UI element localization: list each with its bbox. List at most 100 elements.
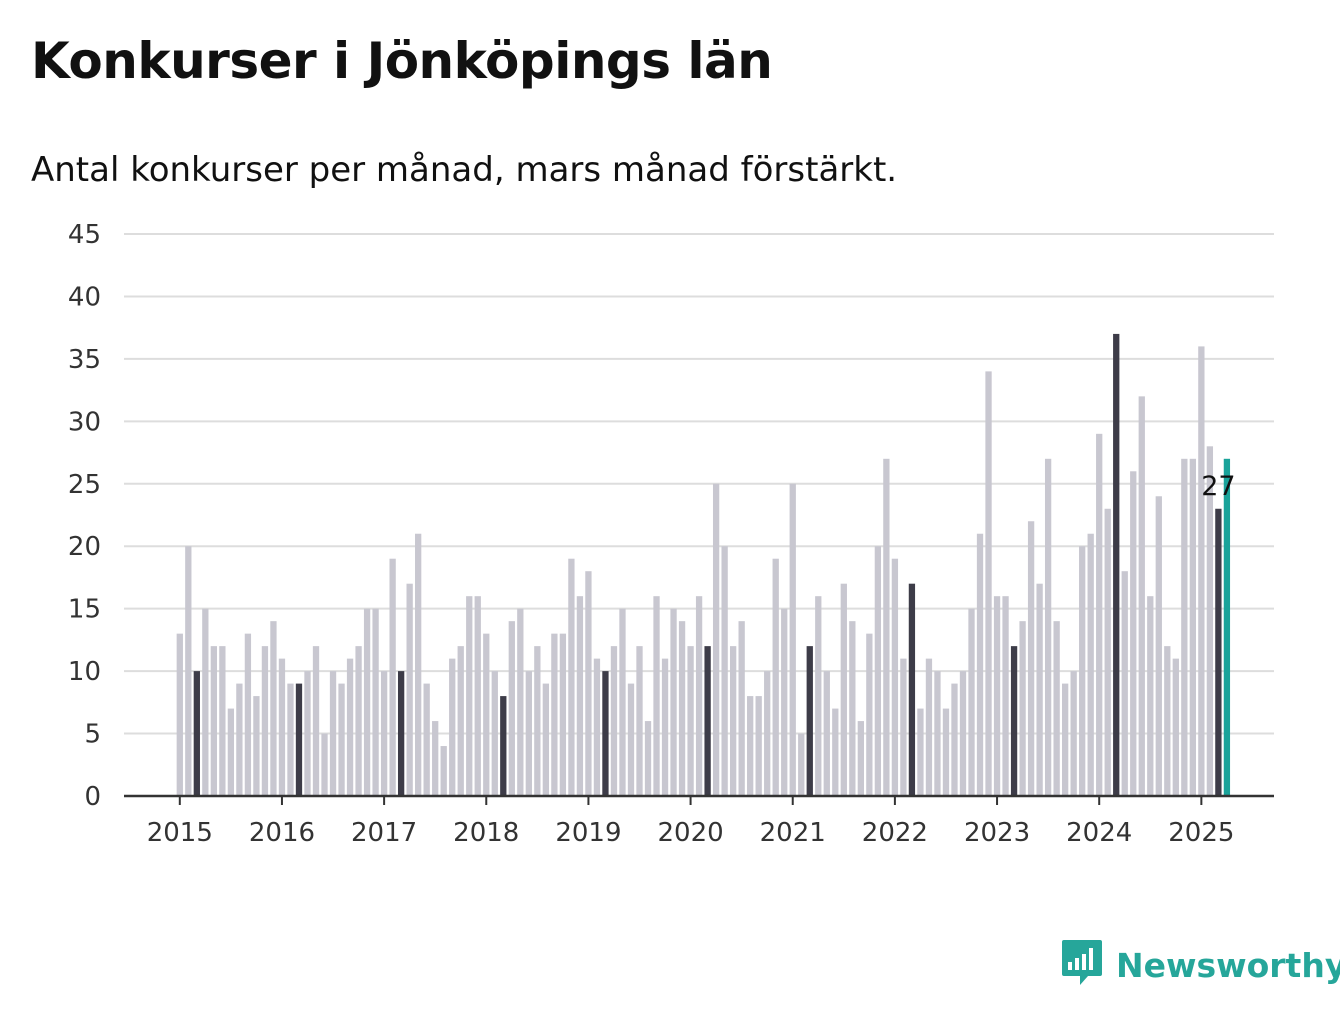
bar	[1079, 546, 1086, 796]
bar	[644, 721, 652, 796]
y-tick-label: 25	[68, 470, 101, 500]
bar	[440, 746, 447, 796]
bar	[968, 608, 975, 796]
bar	[670, 608, 677, 796]
bar	[491, 671, 498, 796]
bar	[1002, 596, 1009, 796]
bar	[1181, 458, 1188, 796]
bar	[840, 583, 847, 796]
bar	[517, 608, 524, 796]
bar	[627, 683, 635, 796]
bar	[917, 708, 924, 796]
bar	[823, 671, 830, 796]
bar	[721, 546, 728, 796]
bar	[1155, 496, 1162, 796]
y-tick-label: 10	[68, 657, 101, 687]
bar	[849, 621, 856, 796]
bar	[193, 671, 200, 796]
bar	[202, 608, 209, 796]
bar	[712, 483, 720, 796]
bar	[678, 621, 686, 796]
bar	[857, 721, 864, 796]
bar	[729, 646, 737, 796]
bar	[1044, 458, 1052, 796]
y-tick-label: 45	[68, 220, 101, 250]
bar	[976, 533, 984, 796]
bar	[483, 633, 490, 796]
bar	[244, 633, 252, 796]
bar	[602, 671, 609, 796]
bar	[661, 658, 669, 796]
bar	[372, 608, 379, 796]
bar	[219, 646, 226, 796]
bar	[355, 646, 362, 796]
x-tick-label: 2015	[147, 818, 213, 848]
bar	[942, 708, 950, 796]
bar	[1019, 621, 1026, 796]
bar	[346, 658, 354, 796]
bar	[764, 671, 771, 796]
bar	[951, 683, 958, 796]
bar	[866, 633, 873, 796]
bar	[321, 733, 328, 796]
bar	[474, 596, 481, 796]
bar	[636, 646, 643, 796]
bar	[176, 633, 183, 796]
bar	[261, 646, 269, 796]
y-tick-label: 5	[84, 720, 101, 750]
bar	[397, 671, 405, 796]
bar	[278, 658, 286, 796]
bar	[389, 558, 396, 796]
bar	[1172, 658, 1179, 796]
bar	[653, 596, 660, 796]
x-tick-label: 2024	[1066, 818, 1132, 848]
bar	[619, 608, 626, 796]
bar	[1070, 671, 1077, 796]
bar	[1096, 433, 1103, 796]
bar	[576, 596, 584, 796]
x-tick-label: 2022	[862, 818, 928, 848]
bar	[695, 596, 703, 796]
y-tick-label: 20	[68, 532, 101, 562]
bar	[874, 546, 882, 796]
bar	[993, 596, 1001, 796]
bar	[610, 646, 618, 796]
bar	[1062, 683, 1069, 796]
bar	[1130, 471, 1137, 796]
bar	[568, 558, 575, 796]
bar	[908, 583, 916, 796]
brand-name: Newsworthy	[1116, 945, 1340, 985]
y-tick-label: 35	[68, 345, 101, 375]
bar	[798, 733, 805, 796]
bar	[1087, 533, 1094, 796]
bar	[789, 483, 796, 796]
bar	[1104, 508, 1111, 796]
latest-value-label: 27	[1201, 471, 1235, 502]
bar	[1053, 621, 1060, 796]
x-tick-label: 2025	[1168, 818, 1234, 848]
bar	[236, 683, 243, 796]
bar	[227, 708, 235, 796]
bar	[253, 696, 260, 796]
bar	[287, 683, 294, 796]
bar	[593, 658, 601, 796]
bar	[900, 658, 907, 796]
x-tick-label: 2020	[657, 818, 723, 848]
x-tick-label: 2018	[453, 818, 519, 848]
bar	[551, 633, 558, 796]
bar	[406, 583, 413, 796]
bar	[466, 596, 473, 796]
bar	[295, 683, 303, 796]
bar	[508, 621, 515, 796]
bar	[1206, 446, 1214, 796]
x-tick-label: 2016	[249, 818, 315, 848]
bar	[338, 683, 345, 796]
bar	[1121, 571, 1128, 796]
bar	[1010, 646, 1018, 796]
bar	[380, 671, 388, 796]
chart-subtitle: Antal konkurser per månad, mars månad fö…	[31, 150, 898, 190]
x-tick-label: 2017	[351, 818, 417, 848]
bar	[687, 646, 694, 796]
x-tick-label: 2021	[760, 818, 826, 848]
